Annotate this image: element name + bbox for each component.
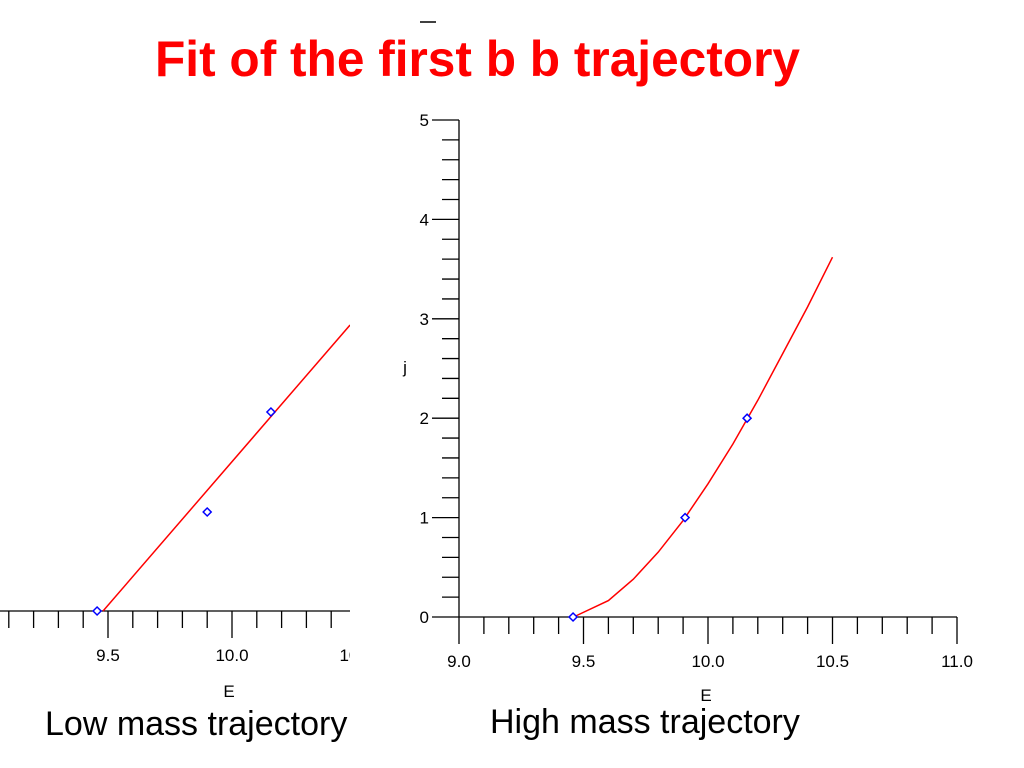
data-point [202,506,213,518]
x-tick-label: 10.5 [816,652,849,671]
data-point [92,605,103,617]
data-point [265,406,276,418]
y-tick-label: 5 [420,111,429,130]
x-axis-label: E [700,686,711,705]
x-tick-label: 11.0 [941,652,973,671]
y-tick-label: 3 [420,310,429,329]
x-tick-label: 9.5 [96,646,120,665]
fit-curve [573,256,834,618]
data-point [742,413,753,424]
x-tick-label: 10.5 [339,646,372,665]
y-tick-label: 2 [420,409,429,428]
fit-curve [102,324,350,612]
x-tick-label: 10.0 [215,646,248,665]
data-point [567,611,579,623]
x-tick-label: 9.5 [572,652,596,671]
caption: Low mass trajectory [45,705,347,743]
x-tick-label: 9.0 [447,652,471,671]
chart-left: 9.09.510.010.511.0 [0,324,372,665]
y-tick-label: 4 [420,210,429,229]
x-axis-label: E [223,682,234,701]
caption: High mass trajectory [490,703,800,741]
y-tick-label: 0 [420,608,429,627]
data-point [680,512,691,523]
chart-right: 9.0 9.5 10.0 10.5 11.0 0 1 2 3 4 5 [420,111,973,671]
y-tick-label: 1 [420,509,429,528]
x-tick-label: 10.0 [691,652,724,671]
slide-title: Fit of the first b b trajectory [155,31,800,87]
y-axis-label: j [402,358,407,377]
